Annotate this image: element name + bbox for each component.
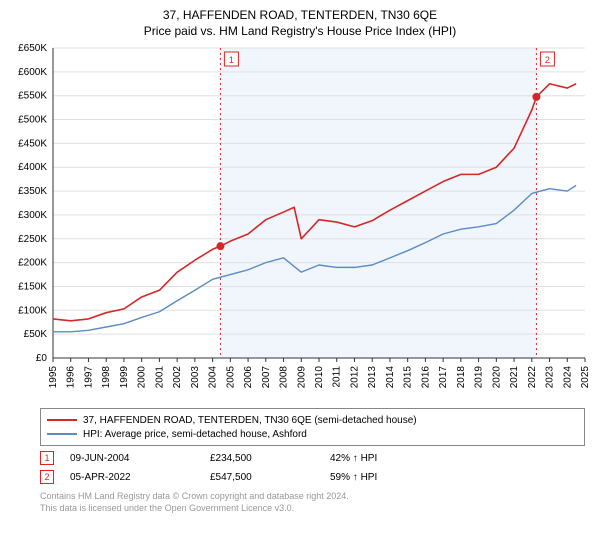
svg-text:£250K: £250K	[18, 234, 47, 245]
svg-text:2024: 2024	[562, 366, 573, 389]
svg-text:1997: 1997	[83, 366, 94, 389]
svg-text:1: 1	[229, 55, 234, 65]
svg-text:1996: 1996	[66, 366, 77, 389]
svg-text:£100K: £100K	[18, 305, 47, 316]
svg-text:£650K: £650K	[18, 43, 47, 54]
svg-text:1998: 1998	[101, 366, 112, 389]
svg-text:2003: 2003	[190, 366, 201, 389]
footer-line-1: Contains HM Land Registry data © Crown c…	[40, 491, 590, 503]
svg-text:2010: 2010	[314, 366, 325, 389]
svg-text:2019: 2019	[474, 366, 485, 389]
footer-attribution: Contains HM Land Registry data © Crown c…	[40, 491, 590, 514]
svg-text:2008: 2008	[279, 366, 290, 389]
sales-list: 1 09-JUN-2004£234,50042% ↑ HPI 2 05-APR-202…	[0, 450, 600, 485]
legend-label: 37, HAFFENDEN ROAD, TENTERDEN, TN30 6QE …	[83, 415, 417, 426]
sale-row: 2 05-APR-2022£547,50059% ↑ HPI	[40, 469, 590, 485]
page-title: 37, HAFFENDEN ROAD, TENTERDEN, TN30 6QE	[0, 0, 600, 22]
svg-text:2020: 2020	[491, 366, 502, 389]
svg-text:£550K: £550K	[18, 91, 47, 102]
svg-text:2014: 2014	[385, 366, 396, 389]
chart-svg: £0 £50K £100K £150K £200K £250K £300K £350K £400…	[5, 42, 595, 402]
svg-text:£450K: £450K	[18, 138, 47, 149]
svg-text:£600K: £600K	[18, 67, 47, 78]
svg-text:2: 2	[545, 55, 550, 65]
svg-text:£500K: £500K	[18, 115, 47, 126]
svg-text:£150K: £150K	[18, 281, 47, 292]
svg-text:£300K: £300K	[18, 210, 47, 221]
svg-text:2021: 2021	[509, 366, 520, 389]
svg-text:1995: 1995	[48, 366, 59, 389]
svg-text:2009: 2009	[296, 366, 307, 389]
sale-diff: 59% ↑ HPI	[330, 472, 377, 483]
sale-date: 05-APR-2022	[70, 472, 210, 483]
svg-text:2023: 2023	[545, 366, 556, 389]
svg-text:2018: 2018	[456, 366, 467, 389]
svg-text:2011: 2011	[332, 366, 343, 388]
sale-badge: 2	[40, 470, 54, 484]
svg-text:2017: 2017	[438, 366, 449, 389]
svg-text:1999: 1999	[119, 366, 130, 389]
sale-price: £234,500	[210, 453, 330, 464]
svg-text:2007: 2007	[261, 366, 272, 389]
sale-diff: 42% ↑ HPI	[330, 453, 377, 464]
svg-text:2012: 2012	[349, 366, 360, 389]
svg-text:2001: 2001	[154, 366, 165, 389]
svg-text:£50K: £50K	[24, 329, 48, 340]
legend-label: HPI: Average price, semi-detached house,…	[83, 429, 307, 440]
svg-text:2005: 2005	[225, 366, 236, 389]
legend-swatch	[47, 433, 77, 435]
svg-text:2025: 2025	[580, 366, 591, 389]
sale-date: 09-JUN-2004	[70, 453, 210, 464]
svg-text:£400K: £400K	[18, 162, 47, 173]
svg-text:£0: £0	[36, 353, 48, 364]
legend-swatch	[47, 419, 77, 421]
svg-text:2000: 2000	[137, 366, 148, 389]
sale-badge: 1	[40, 451, 54, 465]
legend-item: 37, HAFFENDEN ROAD, TENTERDEN, TN30 6QE …	[47, 413, 578, 427]
legend: 37, HAFFENDEN ROAD, TENTERDEN, TN30 6QE …	[40, 408, 585, 446]
svg-text:2015: 2015	[403, 366, 414, 389]
sale-price: £547,500	[210, 472, 330, 483]
legend-item: HPI: Average price, semi-detached house,…	[47, 427, 578, 441]
footer-line-2: This data is licensed under the Open Gov…	[40, 503, 590, 515]
svg-text:£200K: £200K	[18, 258, 47, 269]
svg-text:2013: 2013	[367, 366, 378, 389]
svg-text:2022: 2022	[527, 366, 538, 389]
svg-text:2006: 2006	[243, 366, 254, 389]
svg-text:2016: 2016	[420, 366, 431, 389]
svg-text:2002: 2002	[172, 366, 183, 389]
svg-text:2004: 2004	[208, 366, 219, 389]
page-subtitle: Price paid vs. HM Land Registry's House …	[0, 22, 600, 42]
svg-text:£350K: £350K	[18, 186, 47, 197]
sale-row: 1 09-JUN-2004£234,50042% ↑ HPI	[40, 450, 590, 466]
price-chart: £0 £50K £100K £150K £200K £250K £300K £350K £400…	[5, 42, 595, 402]
